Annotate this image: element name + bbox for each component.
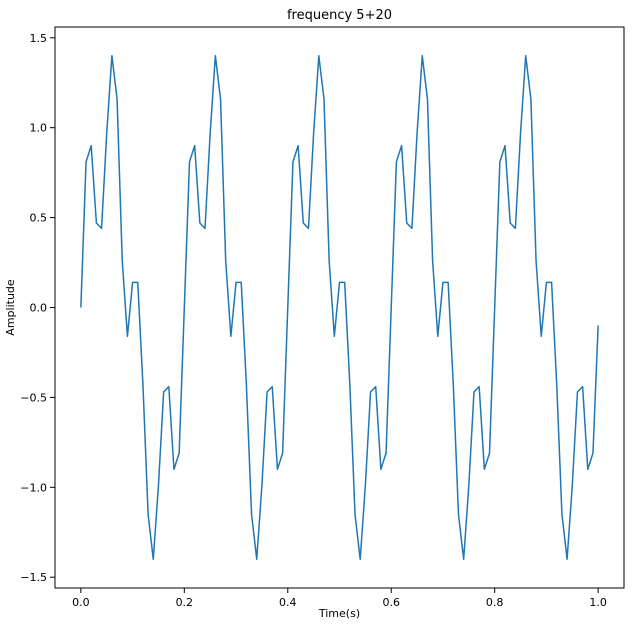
y-tick-label: 0.5 <box>30 212 48 225</box>
series-line <box>80 55 599 560</box>
y-tick-label: 1.5 <box>30 32 48 45</box>
x-tick-label: 0.2 <box>176 596 194 609</box>
x-tick-label: 0.6 <box>382 596 400 609</box>
y-tick-label: 0.0 <box>30 302 48 315</box>
series-group <box>80 55 599 560</box>
y-tick-group: −1.5 −1.0 −0.5 0.0 0.5 1.0 1.5 <box>20 32 55 584</box>
x-axis-label: Time(s) <box>318 607 360 620</box>
y-tick-label: −1.5 <box>20 571 47 584</box>
x-tick-group: 0.0 0.2 0.4 0.6 0.8 1.0 <box>72 588 607 609</box>
x-tick-label: 0.8 <box>486 596 504 609</box>
y-tick-label: −1.0 <box>20 481 47 494</box>
x-tick-label: 0.0 <box>72 596 90 609</box>
y-tick-label: −0.5 <box>20 391 47 404</box>
y-tick-label: 1.0 <box>30 122 48 135</box>
x-tick-label: 1.0 <box>589 596 607 609</box>
y-axis-label: Amplitude <box>4 279 17 336</box>
chart-title: frequency 5+20 <box>287 8 392 23</box>
x-tick-label: 0.4 <box>279 596 297 609</box>
